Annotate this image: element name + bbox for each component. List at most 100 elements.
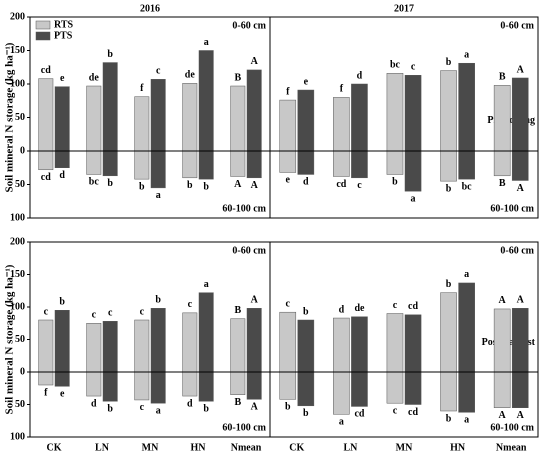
bar — [102, 371, 118, 402]
legend-swatch — [35, 20, 51, 30]
significance-letter: b — [107, 178, 113, 189]
bar — [511, 308, 529, 373]
bar — [198, 50, 214, 152]
bar — [333, 97, 350, 152]
significance-letter: d — [59, 170, 65, 181]
x-tick-label: Nmean — [496, 442, 527, 453]
bar — [230, 371, 246, 395]
significance-letter: b — [303, 306, 309, 317]
y-tick-label: 200 — [10, 11, 25, 22]
bar — [297, 89, 315, 152]
y-tick-label: 100 — [10, 431, 25, 442]
significance-letter: e — [304, 76, 309, 87]
bar — [493, 371, 511, 408]
significance-letter: b — [203, 404, 209, 415]
bar — [440, 371, 457, 412]
bar — [182, 371, 198, 397]
x-tick-label: CK — [289, 442, 304, 453]
bar — [86, 150, 102, 175]
significance-letter: f — [286, 86, 290, 97]
significance-letter: f — [340, 84, 344, 95]
bar — [297, 371, 315, 407]
significance-letter: cd — [354, 409, 364, 420]
bar — [38, 150, 54, 171]
x-tick-label: CK — [47, 442, 62, 453]
bar — [493, 85, 511, 152]
significance-letter: B — [234, 72, 241, 83]
bar — [458, 282, 475, 373]
significance-letter: a — [464, 50, 469, 61]
significance-letter: a — [411, 193, 416, 204]
depth-label: 0-60 cm — [232, 245, 266, 256]
significance-letter: b — [303, 408, 309, 419]
bar — [246, 69, 262, 152]
significance-letter: c — [393, 300, 398, 311]
bar — [351, 83, 368, 152]
significance-letter: bc — [390, 60, 401, 71]
bar — [102, 62, 118, 152]
panel-title: 2017 — [394, 3, 414, 14]
bar — [150, 308, 166, 373]
bar — [134, 150, 150, 180]
bar — [150, 79, 166, 152]
significance-letter: cd — [336, 179, 346, 190]
bar — [38, 371, 54, 386]
bar — [86, 85, 102, 152]
y-tick-label: 100 — [10, 301, 25, 312]
bar — [38, 78, 54, 152]
significance-letter: A — [251, 295, 259, 306]
significance-letter: a — [464, 415, 469, 426]
significance-letter: d — [357, 70, 363, 81]
bar — [297, 319, 315, 373]
depth-label: 60-100 cm — [222, 422, 266, 433]
significance-letter: d — [91, 398, 97, 409]
significance-letter: b — [59, 297, 65, 308]
bar — [351, 316, 368, 373]
significance-letter: b — [285, 402, 291, 413]
legend-swatch — [35, 31, 51, 41]
x-tick-label: Nmean — [231, 442, 262, 453]
significance-letter: b — [107, 49, 113, 60]
y-tick-label: 50 — [15, 399, 25, 410]
bar — [440, 70, 457, 152]
significance-letter: c — [357, 180, 362, 191]
significance-letter: d — [187, 398, 193, 409]
bar — [230, 318, 246, 373]
significance-letter: b — [187, 180, 193, 191]
significance-letter: A — [499, 410, 507, 421]
bar — [493, 150, 511, 177]
bar — [404, 75, 422, 152]
x-tick-label: HN — [191, 442, 207, 453]
bar — [54, 86, 70, 152]
y-tick-label: 100 — [10, 78, 25, 89]
significance-letter: B — [499, 72, 506, 83]
bar — [54, 150, 70, 168]
plot-frame — [269, 241, 539, 438]
significance-letter: A — [517, 295, 525, 306]
significance-letter: A — [517, 64, 525, 75]
depth-label: 0-60 cm — [232, 20, 266, 31]
significance-letter: b — [107, 404, 113, 415]
legend-label: RTS — [54, 19, 74, 30]
significance-letter: B — [234, 397, 241, 408]
bar — [404, 314, 422, 373]
bar — [386, 150, 404, 175]
significance-letter: f — [140, 83, 144, 94]
bar — [386, 313, 404, 373]
significance-letter: c — [108, 308, 113, 319]
bar — [230, 85, 246, 152]
significance-letter: bc — [462, 181, 473, 192]
bar — [440, 292, 457, 373]
depth-label: 60-100 cm — [490, 422, 534, 433]
bar — [351, 371, 368, 407]
x-tick-label: LN — [95, 442, 110, 453]
x-tick-label: MN — [396, 442, 413, 453]
bar — [279, 311, 297, 373]
significance-letter: A — [251, 402, 259, 413]
significance-letter: b — [139, 181, 145, 192]
depth-label: 0-60 cm — [500, 245, 534, 256]
bar — [86, 323, 102, 373]
significance-letter: b — [446, 57, 452, 68]
y-tick-label: 200 — [10, 236, 25, 247]
y-tick-label: 0 — [20, 145, 25, 156]
